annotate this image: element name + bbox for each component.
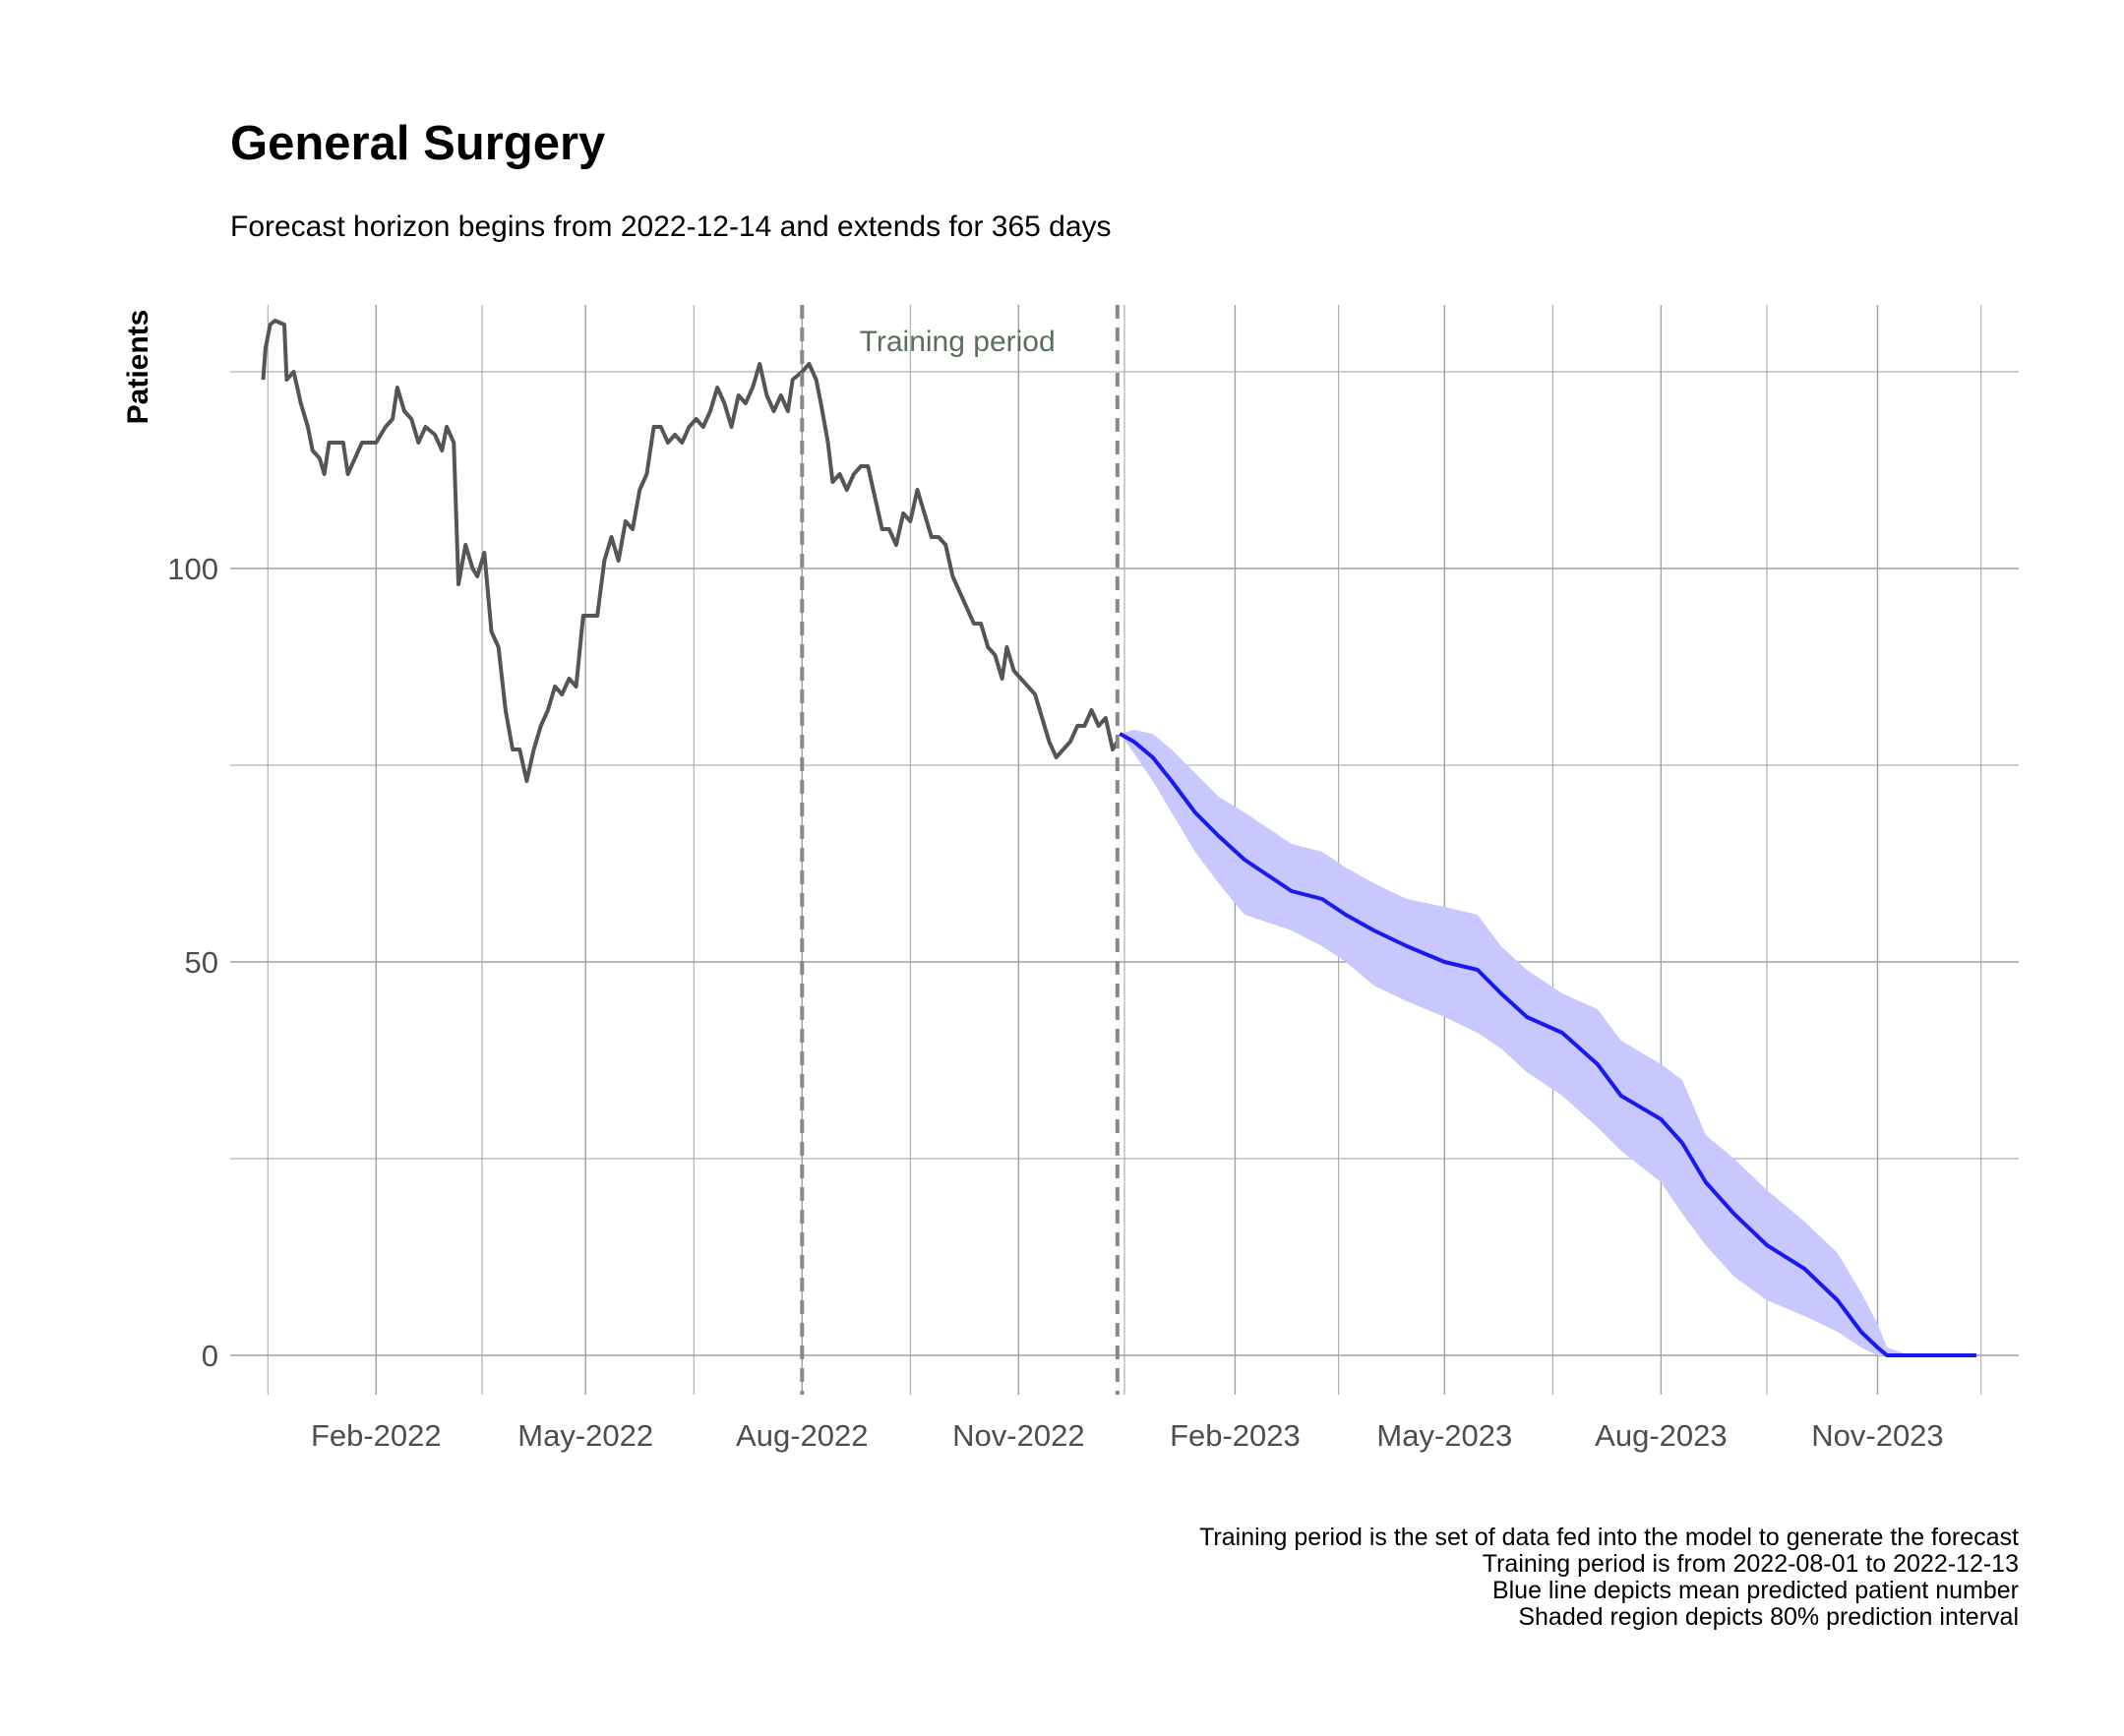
prediction-interval-layer: [1120, 730, 1976, 1355]
chart-subtitle: Forecast horizon begins from 2022-12-14 …: [230, 210, 1112, 243]
x-tick-label: May-2023: [1376, 1418, 1512, 1453]
observed-patients-line: [261, 319, 1120, 783]
y-axis-label: Patients: [122, 310, 154, 425]
caption-line-4: Shaded region depicts 80% prediction int…: [1518, 1603, 2019, 1631]
y-tick-label: 50: [185, 945, 218, 980]
x-tick-label: May-2022: [517, 1418, 653, 1453]
training-period-markers: [800, 305, 1120, 1395]
forecast-mean-line: [1119, 732, 1976, 1357]
caption-line-1: Training period is the set of data fed i…: [1199, 1524, 2019, 1551]
training-period-label: Training period: [860, 326, 1056, 358]
x-tick-label: Aug-2023: [1595, 1418, 1727, 1453]
x-tick-label: Nov-2023: [1811, 1418, 1943, 1453]
series-lines-layer: [261, 319, 1976, 1357]
caption-line-3: Blue line depicts mean predicted patient…: [1492, 1577, 2019, 1604]
chart-title: General Surgery: [230, 117, 605, 170]
y-tick-label: 100: [167, 552, 218, 586]
caption-line-2: Training period is from 2022-08-01 to 20…: [1483, 1550, 2019, 1578]
prediction-interval-band: [1120, 730, 1976, 1355]
x-tick-label: Feb-2023: [1170, 1418, 1301, 1453]
x-tick-label: Aug-2022: [736, 1418, 868, 1453]
y-tick-label: 0: [202, 1339, 218, 1373]
x-tick-label: Nov-2022: [952, 1418, 1084, 1453]
axis-tick-labels: 0 50 100 Feb-2022 May-2022 Aug-2022 Nov-2022 Fe…: [167, 552, 1943, 1453]
x-tick-label: Feb-2022: [311, 1418, 442, 1453]
caption-block: Training period is the set of data fed i…: [1199, 1524, 2019, 1631]
